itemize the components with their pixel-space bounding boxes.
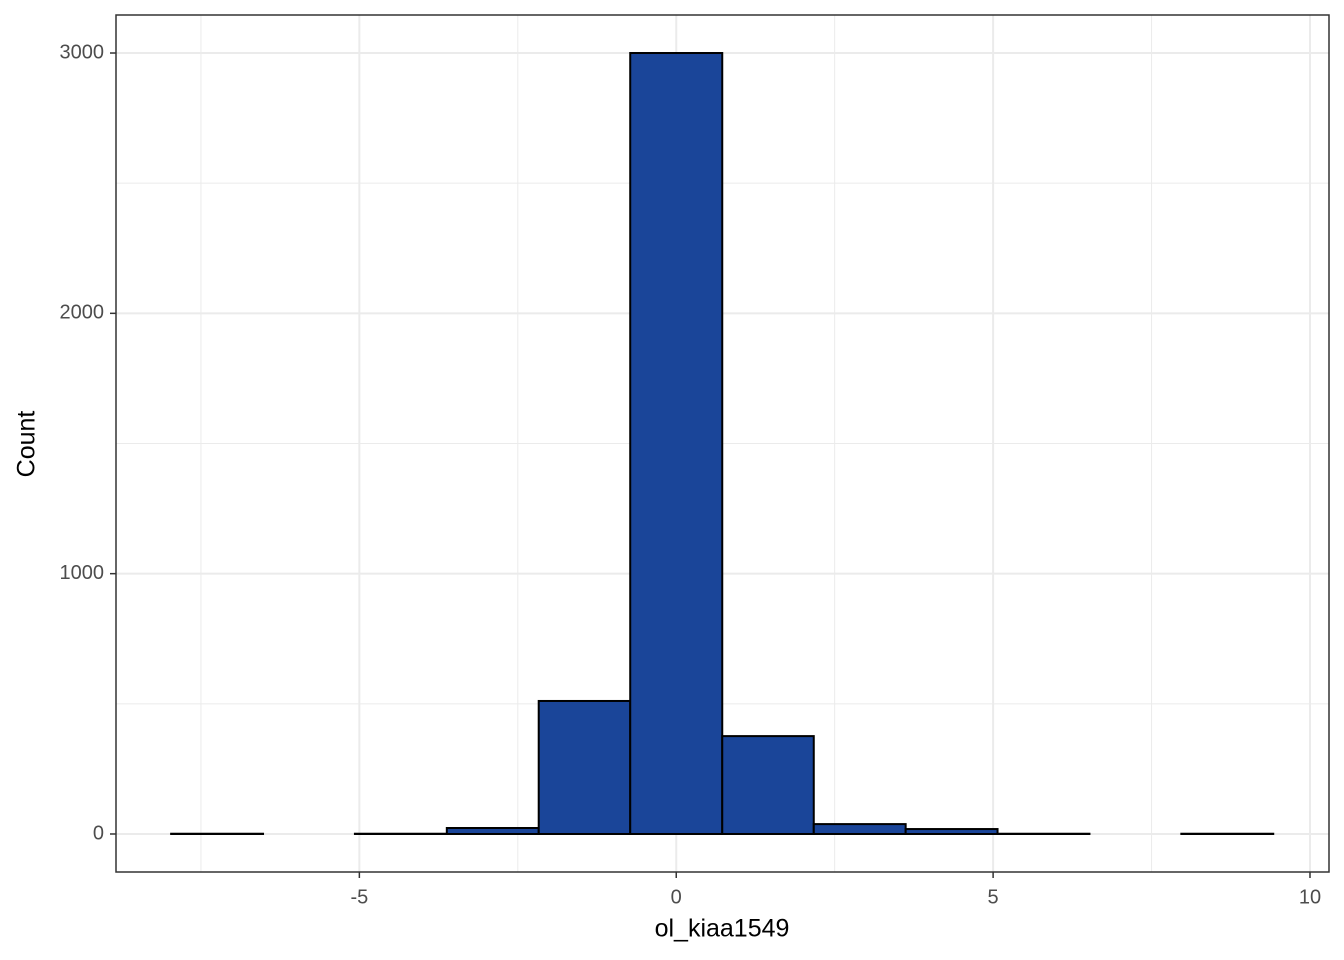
x-axis-title: ol_kiaa1549 <box>655 915 790 943</box>
y-tick-label: 0 <box>93 822 104 844</box>
y-axis-title: Count <box>13 411 41 478</box>
x-tick-label: 5 <box>988 886 999 908</box>
bar <box>812 823 907 835</box>
x-tick-label: 10 <box>1299 886 1321 908</box>
y-tick-label: 2000 <box>60 302 105 324</box>
bar <box>629 52 724 835</box>
x-tick-label: 0 <box>671 886 682 908</box>
x-tick-label: -5 <box>350 886 368 908</box>
y-tick-label: 1000 <box>60 562 105 584</box>
bar <box>904 828 999 835</box>
panel-border <box>115 14 1330 873</box>
bar <box>721 735 815 835</box>
bar <box>537 699 632 835</box>
y-tick-label: 3000 <box>60 41 105 63</box>
bar <box>445 827 540 835</box>
